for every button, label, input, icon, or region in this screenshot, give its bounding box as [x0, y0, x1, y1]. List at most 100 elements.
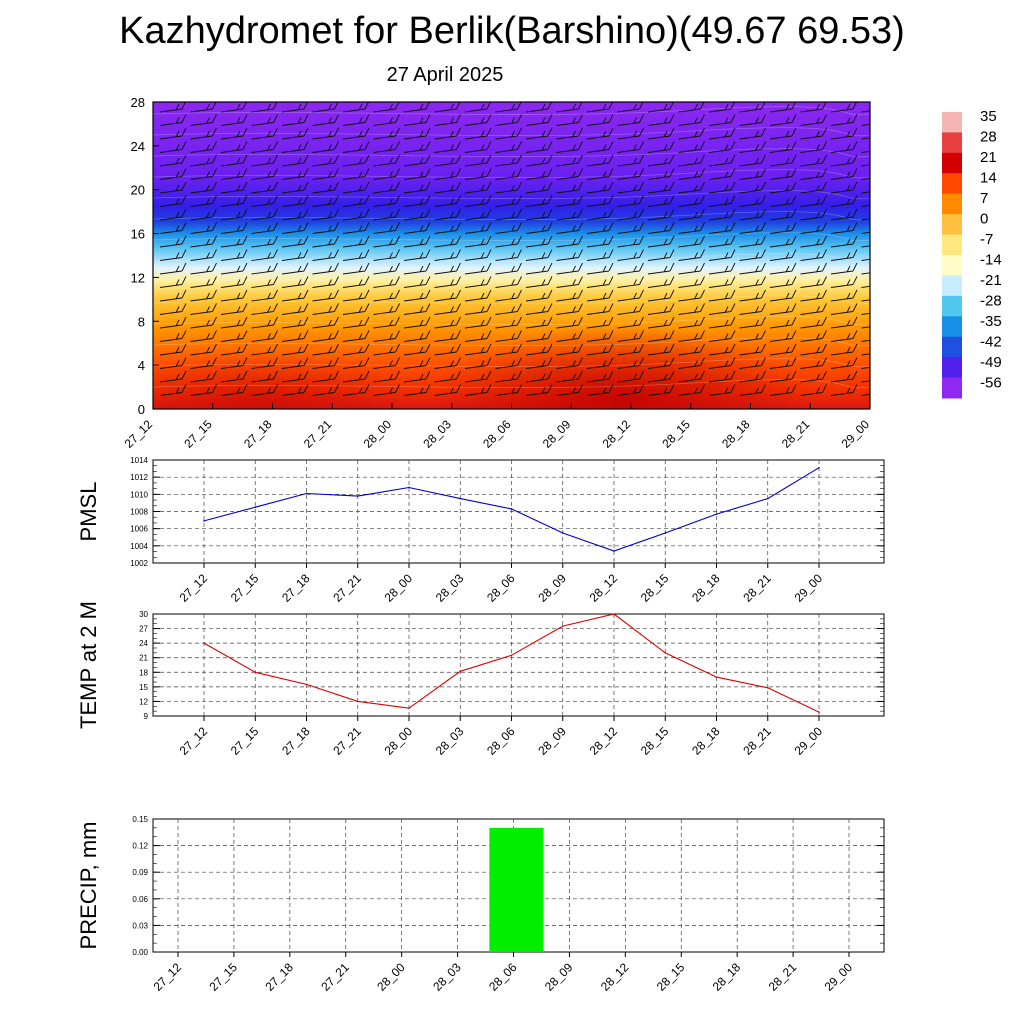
wind-barb: [281, 384, 309, 396]
wind-barb: [190, 222, 217, 234]
wind-barb: [617, 343, 644, 356]
series-point: [766, 497, 769, 500]
wind-barb: [281, 316, 309, 329]
wind-barb: [159, 127, 187, 140]
wind-barb: [647, 195, 675, 207]
colorbar-label: 35: [980, 108, 997, 125]
x-tick-label: 28_00: [374, 960, 408, 994]
wind-barb: [220, 235, 248, 248]
wind-barb: [251, 168, 278, 180]
series-point: [254, 671, 257, 674]
wind-barb: [739, 141, 766, 153]
wind-barb: [403, 127, 431, 140]
wind-barb: [769, 343, 797, 356]
colorbar-label: 7: [980, 190, 988, 207]
y-tick-label: 9: [144, 712, 149, 721]
y-tick-label: 0: [138, 402, 145, 417]
wind-barb: [678, 181, 705, 194]
wind-barb: [281, 330, 309, 342]
wind-barb: [312, 370, 339, 383]
wind-barb: [251, 181, 278, 194]
wind-barb: [434, 289, 461, 302]
wind-barb: [647, 249, 675, 261]
wind-barb: [617, 141, 644, 153]
wind-barb: [708, 181, 736, 194]
wind-barb: [556, 357, 583, 369]
wind-barb: [251, 127, 278, 140]
wind-barb: [861, 366, 870, 369]
wind-barb: [678, 195, 705, 207]
y-tick-label: 0.06: [132, 895, 148, 904]
wind-barb: [739, 316, 766, 329]
wind-barb: [403, 343, 431, 356]
colorbar-label: -42: [980, 334, 1002, 351]
series-point: [664, 652, 667, 654]
wind-barb: [434, 181, 461, 194]
colorbar-label: 0: [980, 211, 988, 228]
y-tick-label: 1008: [130, 508, 148, 517]
x-tick-label: 28_06: [484, 724, 518, 758]
contour-line: [153, 148, 870, 158]
colorbar-label: -56: [980, 375, 1002, 392]
wind-barb: [739, 370, 766, 383]
wind-barb: [861, 258, 870, 261]
wind-barb: [373, 235, 400, 248]
wind-barb: [708, 330, 736, 342]
wind-barb: [190, 181, 217, 194]
wind-barb: [190, 343, 217, 356]
wind-barb: [464, 343, 492, 356]
wind-barb: [769, 357, 797, 369]
x-tick-label: 28_12: [600, 417, 634, 451]
colorbar-label: -49: [980, 354, 1002, 371]
wind-barb: [190, 235, 217, 248]
wind-barb: [159, 330, 187, 342]
wind-barb: [342, 114, 370, 126]
wind-barb: [220, 141, 248, 153]
wind-barb: [678, 343, 705, 356]
wind-barb: [617, 195, 644, 207]
wind-barb: [403, 208, 431, 221]
series-point: [203, 642, 205, 644]
wind-barb: [861, 191, 870, 194]
wind-barb: [678, 222, 705, 234]
wind-barb: [617, 249, 644, 261]
wind-barb: [434, 222, 461, 234]
series-point: [664, 532, 667, 534]
x-tick-label: 28_06: [486, 960, 520, 994]
y-tick-label: 24: [131, 139, 145, 154]
wind-barb: [708, 141, 736, 153]
wind-barb: [769, 289, 797, 302]
wind-barb: [708, 303, 736, 315]
wind-barb: [586, 168, 614, 180]
series-point: [408, 486, 410, 489]
wind-barb: [190, 316, 217, 329]
x-tick-label: 28_21: [740, 724, 774, 758]
wind-barb: [708, 262, 736, 275]
x-tick-label: 27_12: [177, 571, 211, 605]
wind-barb: [678, 154, 705, 167]
x-tick-label: 27_18: [279, 571, 313, 605]
wind-barb: [434, 262, 461, 275]
wind-barb: [800, 316, 827, 329]
wind-barb: [586, 235, 614, 248]
wind-barb: [190, 168, 217, 180]
wind-barb: [678, 249, 705, 261]
wind-barb: [251, 384, 278, 396]
wind-barb: [647, 141, 675, 153]
colorbar-swatch: [942, 112, 962, 133]
wind-barb: [434, 168, 461, 180]
wind-barb: [464, 262, 492, 275]
series-point: [305, 492, 308, 495]
wind-barb: [312, 343, 339, 356]
x-tick-label: 28_00: [382, 724, 416, 758]
wind-barb: [525, 384, 553, 396]
wind-barb: [281, 127, 309, 140]
wind-barb: [159, 276, 187, 288]
x-tick-label: 29_00: [839, 417, 873, 451]
wind-barb: [281, 357, 309, 369]
wind-barbs: [159, 102, 870, 396]
wind-barb: [312, 276, 339, 288]
wind-barb: [220, 330, 248, 342]
wind-barb: [647, 357, 675, 369]
